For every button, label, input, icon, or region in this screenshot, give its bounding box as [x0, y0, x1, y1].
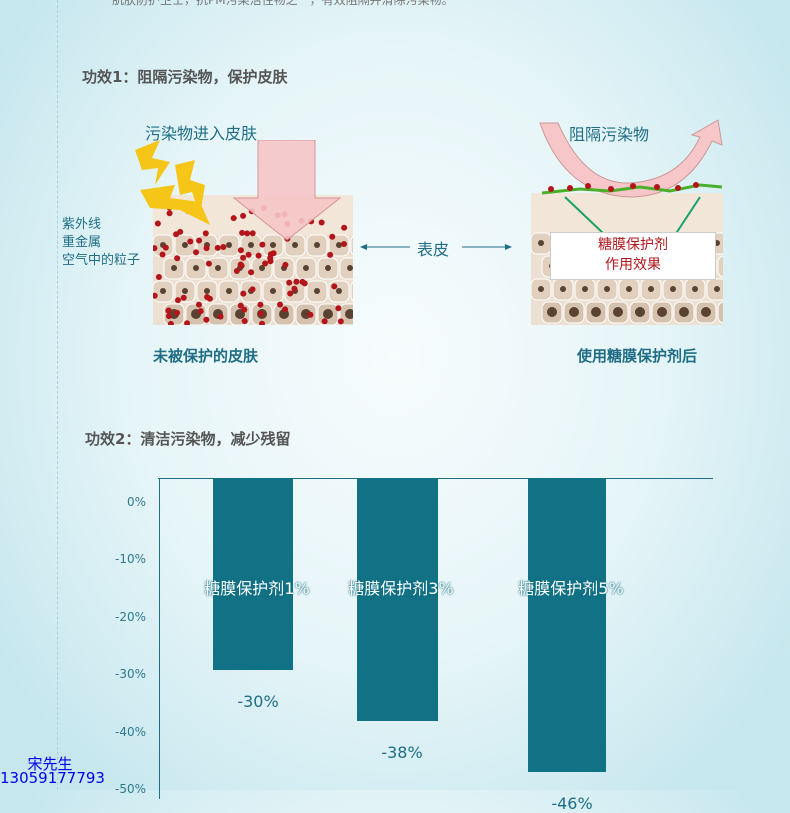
y-tick-label: -10% [114, 552, 146, 567]
guide-line [57, 0, 58, 790]
bar-value-label: -30% [237, 691, 279, 711]
section2-title: 功效2：清洁污染物，减少残留 [85, 430, 291, 448]
block-pollutant-label: 阻隔污染物 [569, 125, 650, 144]
protected-caption: 使用糖膜保护剂后 [577, 347, 698, 365]
bar-category-label: 糖膜保护剂3% [348, 579, 454, 598]
y-tick-label: -30% [114, 667, 146, 682]
unprotected-skin-illustration [153, 195, 353, 325]
bar-value-label: -38% [381, 742, 423, 762]
bar [356, 478, 438, 721]
epidermis-arrow [360, 244, 512, 250]
bar-value-label: -46% [551, 793, 593, 813]
protective-film [541, 183, 723, 195]
contact-phone: 13059177793 [0, 769, 105, 787]
effect-line: 糖膜保护剂 [598, 237, 668, 253]
pollutant-enter-label: 污染物进入皮肤 [145, 124, 258, 143]
lightning-icon [175, 160, 205, 215]
effect-line: 作用效果 [605, 257, 661, 273]
unprotected-caption: 未被保护的皮肤 [153, 347, 259, 365]
pollution-sources: 紫外线 重金属 空气中的粒子 [62, 216, 140, 270]
bar [528, 478, 606, 772]
left-overlay [135, 140, 342, 241]
epidermis-label: 表皮 [417, 240, 450, 259]
y-tick-label: 0% [126, 495, 146, 509]
intro-text: 肌肤防护卫士，抗PM污染活性物之一，有效阻隔并清除污染物。 [112, 0, 454, 7]
y-tick-label: -20% [114, 609, 146, 624]
effect-box: 糖膜保护剂 作用效果 [550, 232, 716, 280]
bar [213, 478, 293, 670]
y-tick-label: -40% [114, 724, 146, 739]
skin-layers-left [153, 195, 353, 325]
y-tick-label: -50% [114, 782, 146, 796]
blocked-pollutants [548, 182, 699, 192]
right-overlay [539, 119, 723, 235]
lightning-icon [135, 140, 170, 185]
contact-name: 宋先生 [27, 755, 73, 773]
down-arrow-icon [232, 140, 342, 241]
bar-category-label: 糖膜保护剂1% [204, 579, 310, 598]
bar-category-label: 糖膜保护剂5% [518, 579, 624, 598]
chart-y-axis [159, 479, 160, 799]
section1-title: 功效1：阻隔污染物，保护皮肤 [82, 68, 288, 86]
source-heavy-metal: 重金属 [62, 235, 102, 250]
source-uv: 紫外线 [62, 217, 102, 232]
lightning-icon [140, 185, 210, 225]
source-particles: 空气中的粒子 [62, 253, 141, 268]
